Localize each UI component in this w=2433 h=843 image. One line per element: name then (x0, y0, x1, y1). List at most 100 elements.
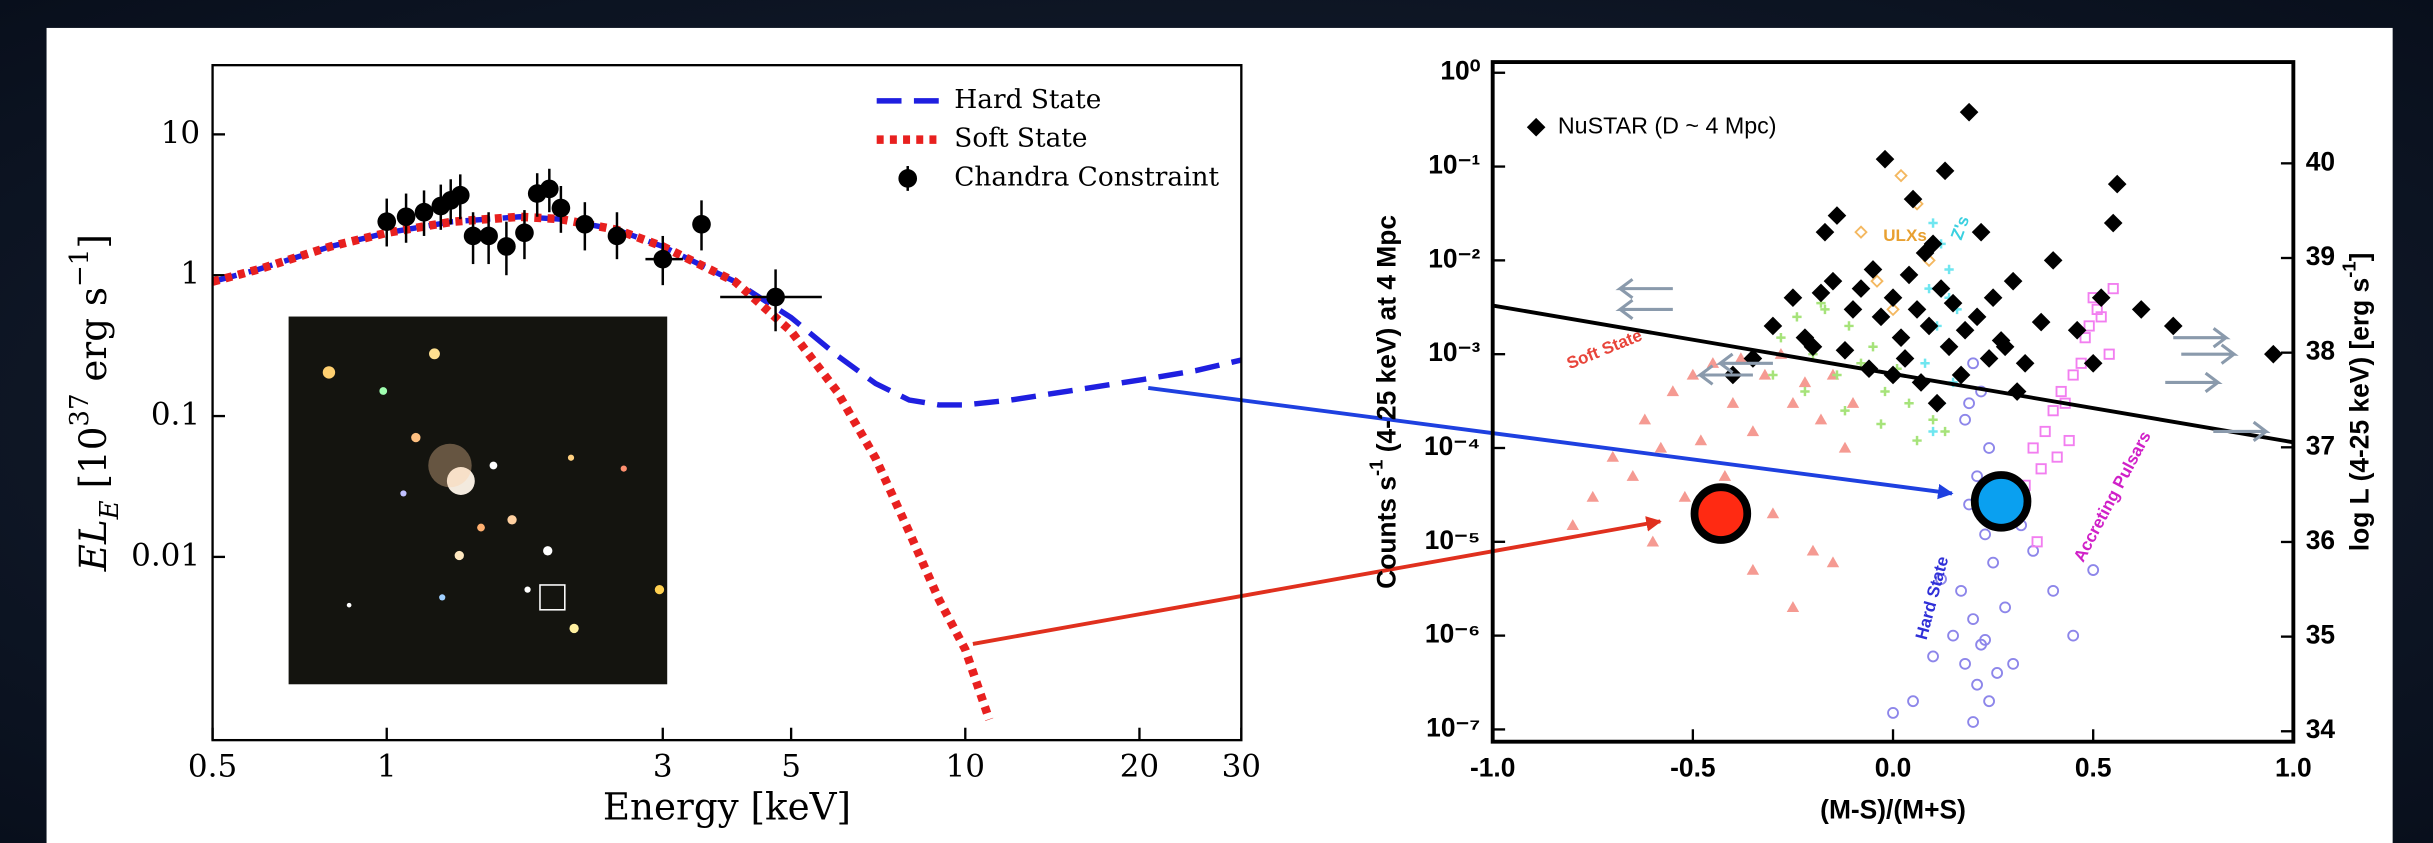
data-point (2107, 283, 2119, 295)
data-point (1903, 189, 1923, 209)
series-line (1492, 303, 2294, 445)
data-point (1800, 386, 1810, 397)
data-point (1768, 370, 1778, 380)
data-point (1931, 279, 1951, 298)
data-point (1786, 601, 1800, 613)
data-point (2091, 288, 2111, 308)
data-point (1979, 528, 1991, 541)
data-point (1970, 471, 2032, 532)
data-point (1820, 304, 1830, 315)
data-point (1959, 413, 1971, 426)
data-point (1734, 352, 1748, 364)
data-point (1983, 442, 1995, 454)
data-point (1690, 483, 1752, 544)
data-point (1654, 441, 1668, 453)
data-point (1943, 293, 1963, 313)
data-point (2031, 536, 2043, 548)
data-point (1955, 320, 1975, 340)
upper-limit-arrow (2213, 420, 2271, 443)
data-point (1666, 385, 1680, 397)
data-point (1894, 168, 1908, 183)
y-tick-label: 0.1 (151, 397, 200, 433)
data-point (1959, 657, 1971, 670)
data-point (377, 212, 397, 231)
data-point (463, 226, 483, 246)
y-tick-label: 10⁻¹ (1428, 150, 1480, 180)
data-point (2063, 434, 2075, 447)
data-point (1967, 357, 1979, 370)
y-tick-label: 10⁻⁵ (1425, 525, 1481, 555)
y2-tick-label: 35 (2306, 620, 2335, 650)
data-point (1856, 358, 1866, 368)
x-axis-label: Energy [keV] (603, 784, 851, 828)
data-point (1786, 397, 1800, 408)
upper-limit-arrow (1715, 352, 1773, 374)
axis-label-part: E (95, 500, 125, 520)
legend-label: Chandra Constraint (954, 162, 1219, 192)
data-point (766, 287, 785, 307)
data-point (1746, 425, 1760, 437)
plot-frame (1490, 60, 2296, 744)
data-point (1851, 279, 1871, 298)
y-tick-label: 10⁰ (1440, 56, 1480, 86)
data-point (1935, 161, 1955, 181)
axis-label-part: -1 (1366, 460, 1387, 476)
upper-limit-arrow (2173, 327, 2231, 349)
data-point (2051, 451, 2063, 463)
data-point (1844, 321, 1854, 331)
data-point (1870, 274, 1884, 288)
data-point (1928, 415, 1938, 425)
plot-frame (211, 64, 1243, 742)
data-point (1904, 398, 1914, 408)
data-point (479, 226, 498, 246)
y-tick-label: 1 (180, 256, 200, 292)
data-point (1806, 544, 1820, 556)
data-point (1951, 365, 1971, 385)
x-tick-label: -0.5 (1670, 753, 1715, 783)
x-tick-label: 3 (653, 749, 673, 785)
x-tick-label: 10 (946, 749, 985, 785)
data-point (1939, 337, 1959, 357)
data-point (653, 249, 673, 269)
data-point (1912, 435, 1922, 446)
data-point (1927, 650, 1939, 663)
data-point (2079, 332, 2091, 344)
y-tick-label: 10 (161, 115, 200, 151)
data-point (1967, 613, 1979, 625)
x-tick-label: 5 (781, 749, 801, 785)
data-point (607, 226, 627, 246)
axis-label: Counts s-1 (4-25 keV) at 4 Mpc (1366, 215, 1402, 589)
data-point (1823, 271, 1843, 291)
x-tick-label: 30 (1222, 749, 1261, 785)
data-point (2047, 405, 2059, 417)
data-point (692, 214, 711, 234)
data-point (1798, 376, 1812, 388)
chart: 0.5 1 3 5 10 20 30 0.01 0.1 1 10 Energy [keV] ELE [1… (65, 64, 1261, 828)
data-point (2015, 353, 2035, 373)
data-point (1979, 349, 1999, 368)
data-point (1832, 370, 1842, 380)
data-point (1928, 426, 1938, 437)
data-point (1971, 678, 1983, 691)
x-tick-label: -1.0 (1470, 753, 1515, 783)
data-point (1944, 264, 1954, 275)
data-point (1718, 470, 1732, 481)
connector-arrow (972, 516, 1662, 646)
axis-label-part: (4-25 keV) at 4 Mpc (1372, 215, 1402, 460)
data-point (2047, 584, 2060, 597)
y-tick-label: 10⁻⁷ (1426, 712, 1480, 742)
data-point (2031, 312, 2051, 332)
data-point (2007, 657, 2020, 670)
legend-label: Soft State (954, 124, 1087, 154)
connector-arrow (1147, 385, 1954, 500)
data-point (1967, 716, 1979, 728)
inset-image (288, 316, 668, 685)
y-tick-label: 10⁻³ (1428, 337, 1480, 367)
data-point (2103, 348, 2115, 360)
axis-label-part: 37 (65, 393, 95, 426)
data-point (1940, 426, 1950, 437)
axis-label-part: Counts s (1372, 476, 1402, 589)
data-point (2083, 320, 2095, 332)
data-point (1920, 358, 1930, 368)
plot-area (212, 168, 1242, 721)
